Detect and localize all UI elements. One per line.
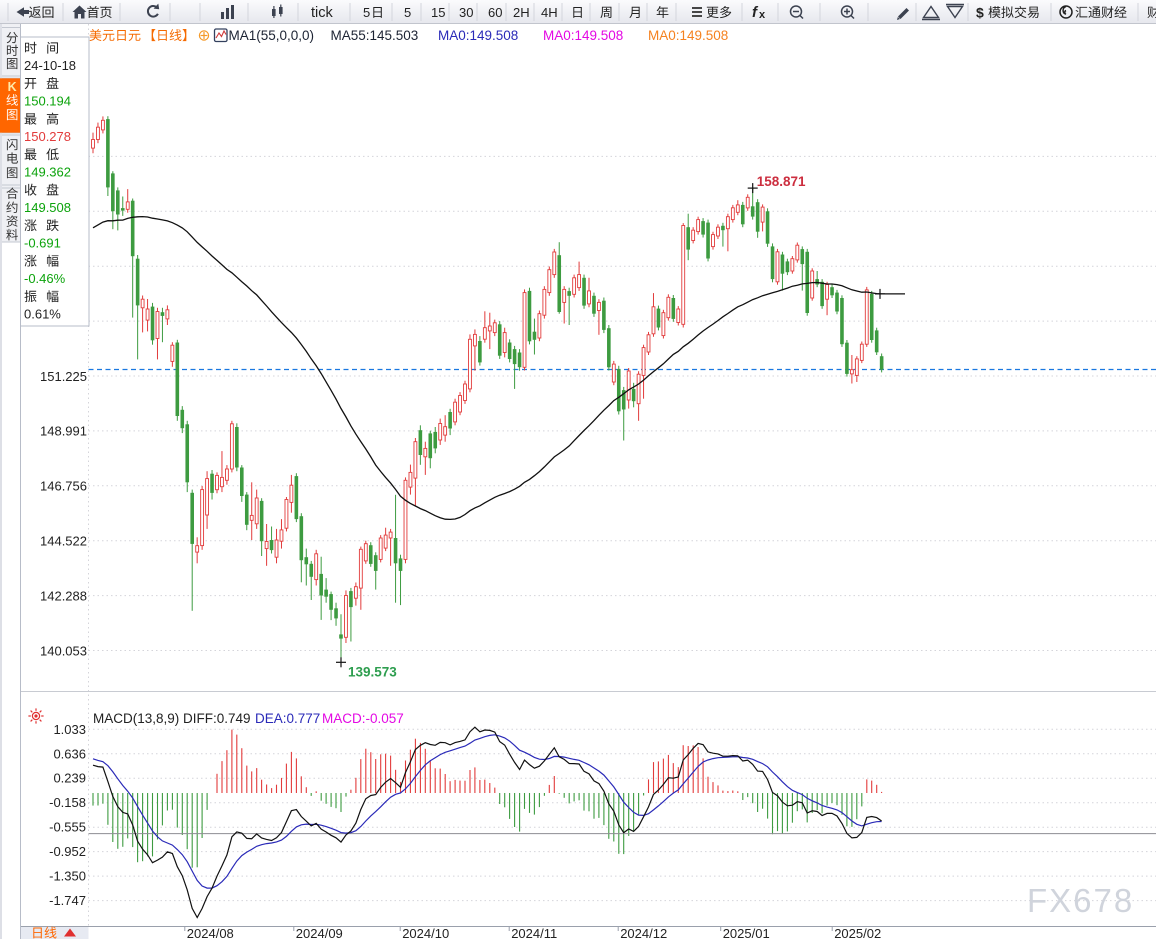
svg-text:150.194: 150.194 xyxy=(24,94,71,109)
svg-text:2025/02: 2025/02 xyxy=(834,926,881,939)
svg-text:0.636: 0.636 xyxy=(53,746,86,761)
svg-text:-0.46%: -0.46% xyxy=(24,271,66,286)
svg-text:2025/01: 2025/01 xyxy=(723,926,770,939)
svg-text:151.225: 151.225 xyxy=(40,369,87,384)
svg-text:2024/11: 2024/11 xyxy=(511,926,557,939)
svg-text:MA1(55,0,0,0): MA1(55,0,0,0) xyxy=(229,28,315,43)
svg-text:0.239: 0.239 xyxy=(53,771,86,786)
svg-text:f: f xyxy=(752,4,759,21)
svg-text:MA55:145.503: MA55:145.503 xyxy=(331,28,419,43)
svg-text:142.288: 142.288 xyxy=(40,588,87,603)
svg-text:DEA:0.777: DEA:0.777 xyxy=(255,711,320,726)
svg-text:FX678: FX678 xyxy=(1027,882,1134,919)
svg-text:2H: 2H xyxy=(513,5,530,20)
svg-text:-0.555: -0.555 xyxy=(49,820,86,835)
svg-text:2024/08: 2024/08 xyxy=(187,926,234,939)
svg-text:158.871: 158.871 xyxy=(757,174,806,189)
svg-text:148.991: 148.991 xyxy=(40,424,87,439)
svg-text:MACD(13,8,9) DIFF:0.749: MACD(13,8,9) DIFF:0.749 xyxy=(93,711,251,726)
svg-text:tick: tick xyxy=(311,5,334,21)
svg-text:MA0:149.508: MA0:149.508 xyxy=(648,28,728,43)
svg-text:x: x xyxy=(759,9,766,21)
svg-text:-1.747: -1.747 xyxy=(49,893,86,908)
svg-text:15: 15 xyxy=(431,5,445,20)
svg-text:MACD:-0.057: MACD:-0.057 xyxy=(322,711,404,726)
svg-text:60: 60 xyxy=(488,5,502,20)
svg-text:140.053: 140.053 xyxy=(40,644,87,659)
svg-text:K: K xyxy=(8,80,17,94)
svg-text:144.522: 144.522 xyxy=(40,534,87,549)
svg-text:5: 5 xyxy=(363,5,370,20)
svg-text:2024/09: 2024/09 xyxy=(296,926,343,939)
svg-text:-0.952: -0.952 xyxy=(49,844,86,859)
svg-text:149.508: 149.508 xyxy=(24,200,71,215)
svg-text:-0.158: -0.158 xyxy=(49,795,86,810)
svg-text:4H: 4H xyxy=(541,5,558,20)
svg-text:1.033: 1.033 xyxy=(53,722,86,737)
svg-text:0.61%: 0.61% xyxy=(24,307,61,322)
svg-text:146.756: 146.756 xyxy=(40,478,87,493)
svg-text:139.573: 139.573 xyxy=(348,665,397,680)
svg-text:-0.691: -0.691 xyxy=(24,236,61,251)
svg-text:2024/12: 2024/12 xyxy=(620,926,667,939)
svg-text:-1.350: -1.350 xyxy=(49,869,86,884)
svg-text:149.362: 149.362 xyxy=(24,165,71,180)
svg-text:150.278: 150.278 xyxy=(24,129,71,144)
svg-text:2024/10: 2024/10 xyxy=(402,926,449,939)
svg-text:30: 30 xyxy=(459,5,473,20)
svg-text:$: $ xyxy=(976,5,984,21)
svg-text:MA0:149.508: MA0:149.508 xyxy=(543,28,623,43)
svg-text:24-10-18: 24-10-18 xyxy=(24,58,76,73)
svg-text:MA0:149.508: MA0:149.508 xyxy=(438,28,518,43)
svg-text:5: 5 xyxy=(404,5,411,20)
